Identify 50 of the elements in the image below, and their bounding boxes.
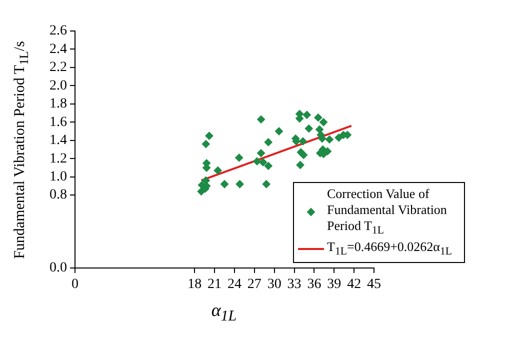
y-tick-label: 2.2: [50, 60, 67, 76]
x-tick-label: 24: [227, 277, 242, 292]
y-tick-label: 0.8: [50, 188, 67, 203]
point: [304, 124, 313, 133]
point: [236, 180, 244, 188]
point: [262, 180, 270, 188]
point: [205, 132, 214, 140]
point: [298, 137, 307, 146]
x-tick-label: 0: [72, 277, 78, 292]
point: [325, 135, 334, 144]
y-tick-label: 1.4: [50, 133, 67, 148]
point: [316, 125, 324, 134]
y-tick-label: 1.2: [50, 151, 67, 166]
point: [300, 150, 308, 159]
point: [257, 149, 266, 158]
point: [314, 114, 322, 122]
point: [302, 110, 311, 119]
x-tick-label: 30: [267, 277, 282, 292]
point: [220, 180, 228, 188]
point: [214, 166, 222, 174]
point: [235, 154, 244, 162]
x-tick-label: 18: [188, 277, 202, 292]
point: [320, 118, 328, 126]
point: [202, 140, 210, 148]
x-tick-label: 27: [247, 277, 262, 292]
y-tick-label: 0.0: [50, 260, 67, 276]
y-tick-label: 1.0: [50, 170, 67, 185]
point: [296, 160, 304, 169]
legend-label: T$_{1L}$=0.4669+0.0262α$_{1L}$: [327, 238, 452, 260]
y-tick-label: 1.6: [50, 114, 67, 130]
x-axis-title: α$_{1L}$: [211, 300, 237, 326]
point: [264, 138, 272, 146]
y-tick-label: 1.8: [50, 96, 67, 112]
point: [334, 134, 343, 142]
legend-label: Correction Value of Fundamental Vibration Period T$_{1L}$: [327, 186, 448, 239]
y-tick-label: 2.6: [50, 24, 67, 39]
x-tick-label: 21: [208, 277, 222, 292]
x-tick-label: 45: [367, 277, 381, 292]
y-tick-label: 2.4: [50, 42, 67, 57]
x-tick-label: 33: [287, 277, 302, 292]
y-tick-label: 2.0: [50, 78, 67, 94]
x-tick-label: 36: [307, 277, 322, 292]
point: [259, 158, 268, 166]
point: [274, 127, 283, 136]
point: [264, 162, 272, 170]
x-tick-label: 39: [327, 277, 342, 292]
x-tick-label: 42: [347, 277, 362, 292]
point: [253, 157, 262, 166]
point: [257, 115, 266, 124]
point: [202, 176, 210, 184]
